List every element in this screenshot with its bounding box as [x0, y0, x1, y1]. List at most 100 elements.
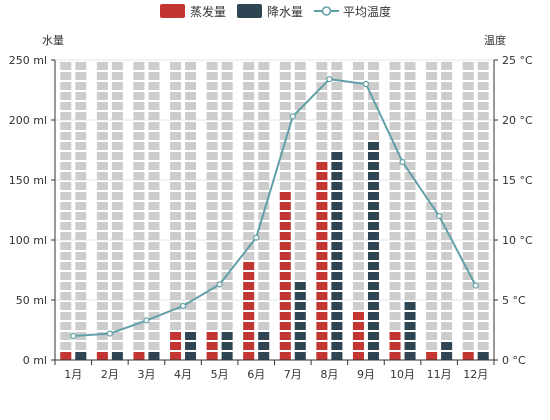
evaporation-bar-segment: [279, 312, 291, 320]
background-bar-segment: [477, 202, 489, 210]
background-bar-segment: [75, 102, 87, 110]
precipitation-bar[interactable]: [75, 352, 87, 360]
background-bar-segment: [352, 122, 364, 130]
background-bar-segment: [243, 122, 255, 130]
evaporation-bar[interactable]: [462, 352, 474, 360]
background-bar-segment: [316, 152, 328, 160]
temperature-point[interactable]: [106, 330, 113, 337]
background-bar-segment: [148, 202, 160, 210]
evaporation-bar[interactable]: [206, 332, 218, 360]
background-bar-segment: [441, 62, 453, 70]
evaporation-bar-segment: [206, 352, 218, 360]
evaporation-bar-segment: [352, 342, 364, 350]
precipitation-bar-segment: [294, 332, 306, 340]
background-bar-segment: [462, 142, 474, 150]
temperature-point[interactable]: [179, 302, 187, 310]
precipitation-bar[interactable]: [185, 332, 197, 360]
evaporation-bar[interactable]: [60, 352, 72, 360]
temperature-point[interactable]: [436, 212, 443, 220]
background-bar-segment: [96, 232, 108, 240]
y-right-axis-title: 温度: [484, 33, 506, 47]
evaporation-bar[interactable]: [389, 332, 401, 360]
evaporation-bar-segment: [316, 242, 328, 250]
temperature-point[interactable]: [143, 317, 150, 324]
background-bar-segment: [206, 202, 218, 210]
background-bar-segment: [352, 142, 364, 150]
background-bar-segment: [170, 192, 182, 200]
background-bar-segment: [111, 332, 123, 340]
background-bar-segment: [389, 82, 401, 90]
legend-item-evaporation[interactable]: 蒸发量: [160, 4, 226, 19]
temperature-point[interactable]: [399, 158, 406, 166]
precipitation-bar[interactable]: [441, 342, 453, 360]
background-bar-segment: [148, 182, 160, 190]
background-bar-segment: [221, 82, 233, 90]
temperature-point[interactable]: [216, 281, 223, 288]
evaporation-bar[interactable]: [243, 262, 255, 360]
background-bar-segment: [294, 262, 306, 270]
background-bar-segment: [477, 192, 489, 200]
background-bar-segment: [294, 182, 306, 190]
precipitation-bar-segment: [367, 172, 379, 180]
background-bar-segment: [75, 82, 87, 90]
background-bar-segment: [111, 312, 123, 320]
background-bar-segment: [170, 162, 182, 170]
background-bar-segment: [294, 82, 306, 90]
evaporation-bar[interactable]: [170, 332, 182, 360]
evaporation-bar[interactable]: [133, 352, 145, 360]
background-bar-segment: [96, 152, 108, 160]
background-bar-segment: [389, 262, 401, 270]
background-bar-segment: [316, 62, 328, 70]
background-bar-segment: [367, 72, 379, 80]
evaporation-bar[interactable]: [426, 352, 438, 360]
evaporation-bar-segment: [316, 342, 328, 350]
background-bar-segment: [258, 92, 270, 100]
temperature-point[interactable]: [472, 282, 479, 289]
evaporation-bar-segment: [279, 322, 291, 330]
background-bar-segment: [96, 142, 108, 150]
precipitation-bar[interactable]: [148, 352, 160, 360]
temperature-point[interactable]: [253, 234, 260, 241]
precipitation-bar[interactable]: [221, 332, 233, 360]
background-bar-segment: [133, 172, 145, 180]
precipitation-bar[interactable]: [111, 352, 123, 360]
background-bar-segment: [389, 292, 401, 300]
legend-item-precipitation[interactable]: 降水量: [237, 4, 303, 19]
precipitation-bar[interactable]: [477, 352, 489, 360]
evaporation-bar[interactable]: [316, 162, 328, 360]
background-bar-segment: [133, 82, 145, 90]
temperature-point[interactable]: [289, 113, 296, 120]
precipitation-bar[interactable]: [367, 142, 379, 360]
background-bar-segment: [294, 242, 306, 250]
background-bar-segment: [477, 262, 489, 270]
background-bar-segment: [60, 312, 72, 320]
background-bar-segment: [477, 212, 489, 220]
evaporation-bar[interactable]: [352, 312, 364, 360]
background-bar-segment: [331, 122, 343, 130]
evaporation-bar[interactable]: [96, 352, 108, 360]
background-bar-segment: [294, 212, 306, 220]
legend-item-temperature[interactable]: 平均温度: [314, 4, 391, 19]
background-bar-segment: [462, 112, 474, 120]
y-left-tick-label: 150 ml: [9, 174, 47, 187]
precipitation-bar[interactable]: [294, 282, 306, 360]
temperature-point[interactable]: [326, 76, 333, 83]
background-bar-segment: [170, 72, 182, 80]
temperature-point[interactable]: [362, 80, 370, 88]
precipitation-bar[interactable]: [331, 152, 343, 360]
background-bar-segment: [60, 282, 72, 290]
background-bar-segment: [426, 102, 438, 110]
background-bar-segment: [148, 212, 160, 220]
precipitation-bar[interactable]: [404, 302, 416, 360]
background-bar-segment: [404, 122, 416, 130]
background-bar-segment: [294, 252, 306, 260]
precipitation-bar[interactable]: [258, 332, 270, 360]
evaporation-bar-segment: [316, 202, 328, 210]
background-bar-segment: [221, 232, 233, 240]
background-bar-segment: [206, 72, 218, 80]
precipitation-bar-segment: [367, 342, 379, 350]
temperature-point[interactable]: [70, 332, 77, 340]
evaporation-bar[interactable]: [279, 192, 291, 360]
background-bar-segment: [331, 72, 343, 80]
precipitation-bar-segment: [367, 182, 379, 190]
